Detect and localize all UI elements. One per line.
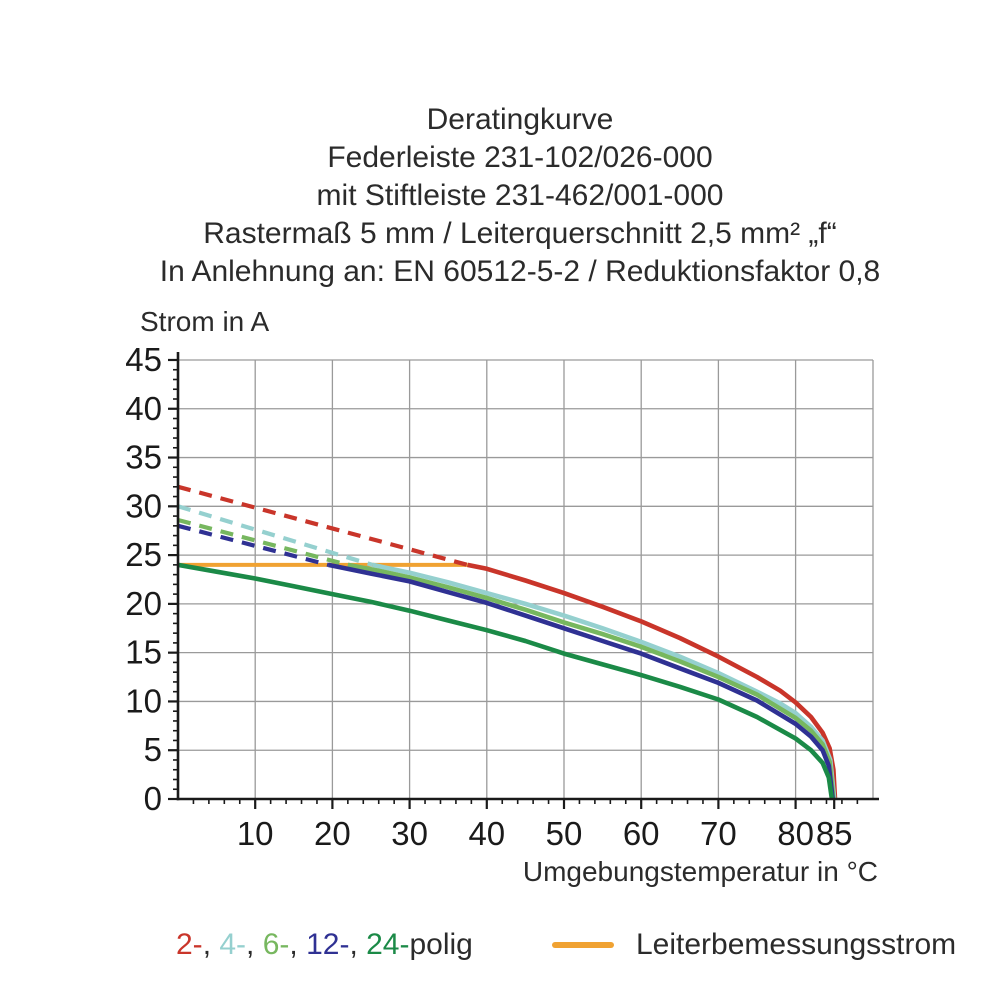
title-line-5: In Anlehnung an: EN 60512-5-2 / Reduktio… [159,255,881,288]
y-tick-label-45: 45 [125,341,162,378]
grid-lines [178,359,874,799]
chart-title-block: Deratingkurve Federleiste 231-102/026-00… [40,101,1000,291]
legend-token-24-polig: 24- [366,928,410,961]
legend-suffix: polig [409,928,473,961]
y-tick-label-35: 35 [125,439,162,476]
legend-token-4-polig: 4- [219,928,247,961]
curve-dashed-12-polig [177,523,330,567]
x-tick-label-70: 70 [700,815,737,852]
y-tick-label-25: 25 [125,536,162,573]
x-tick-label-10: 10 [237,815,274,852]
axes [176,352,879,801]
y-tick-label-10: 10 [125,682,162,719]
y-tick-label-40: 40 [125,390,162,427]
title-line-3: mit Stiftleiste 231-462/001-000 [316,179,724,212]
x-tick-label-40: 40 [468,815,505,852]
tick-labels: 0 5 10 15 20 25 30 35 40 45 10 20 30 40 50 60 70 80 85 [125,341,852,852]
x-tick-label-50: 50 [546,815,583,852]
curve-solid-24-polig [177,562,835,800]
x-axis-title: Umgebungstemperatur in °C [522,856,878,887]
title-line-1: Deratingkurve [426,103,614,136]
series-curves [177,484,838,800]
curve-dashed-2-polig [177,484,469,567]
y-axis-title: Strom in A [140,306,270,337]
curve-dashed-4-polig [177,504,374,567]
curve-solid-12-polig [328,562,835,800]
x-tick-label-80: 80 [777,815,814,852]
y-tick-label-30: 30 [125,487,162,524]
x-tick-label-20: 20 [314,815,351,852]
x-tick-label-60: 60 [623,815,660,852]
legend-token-6-polig: 6- [262,928,290,961]
axis-ticks [168,358,859,809]
reference-legend: Leiterbemessungsstrom [552,928,956,962]
title-line-2: Federleiste 231-102/026-000 [327,141,713,174]
legend-token-12-polig: 12- [306,928,350,961]
curve-solid-6-polig [347,562,836,800]
reference-line-swatch [552,942,614,948]
y-tick-label-0: 0 [144,780,162,817]
y-tick-label-20: 20 [125,585,162,622]
title-line-4: Rastermaß 5 mm / Leiterquerschnitt 2,5 m… [203,217,837,250]
y-tick-label-15: 15 [125,634,162,671]
poles-legend: 2-, 4-, 6-, 12-, 24-polig [176,928,473,961]
reference-line-label: Leiterbemessungsstrom [636,928,957,961]
x-tick-label-85: 85 [816,815,853,852]
curve-solid-2-polig [467,562,838,800]
y-tick-label-5: 5 [144,731,162,768]
legend-token-2-polig: 2- [176,928,203,961]
curve-solid-4-polig [372,562,837,800]
curve-dashed-6-polig [177,517,349,567]
x-tick-label-30: 30 [391,815,428,852]
